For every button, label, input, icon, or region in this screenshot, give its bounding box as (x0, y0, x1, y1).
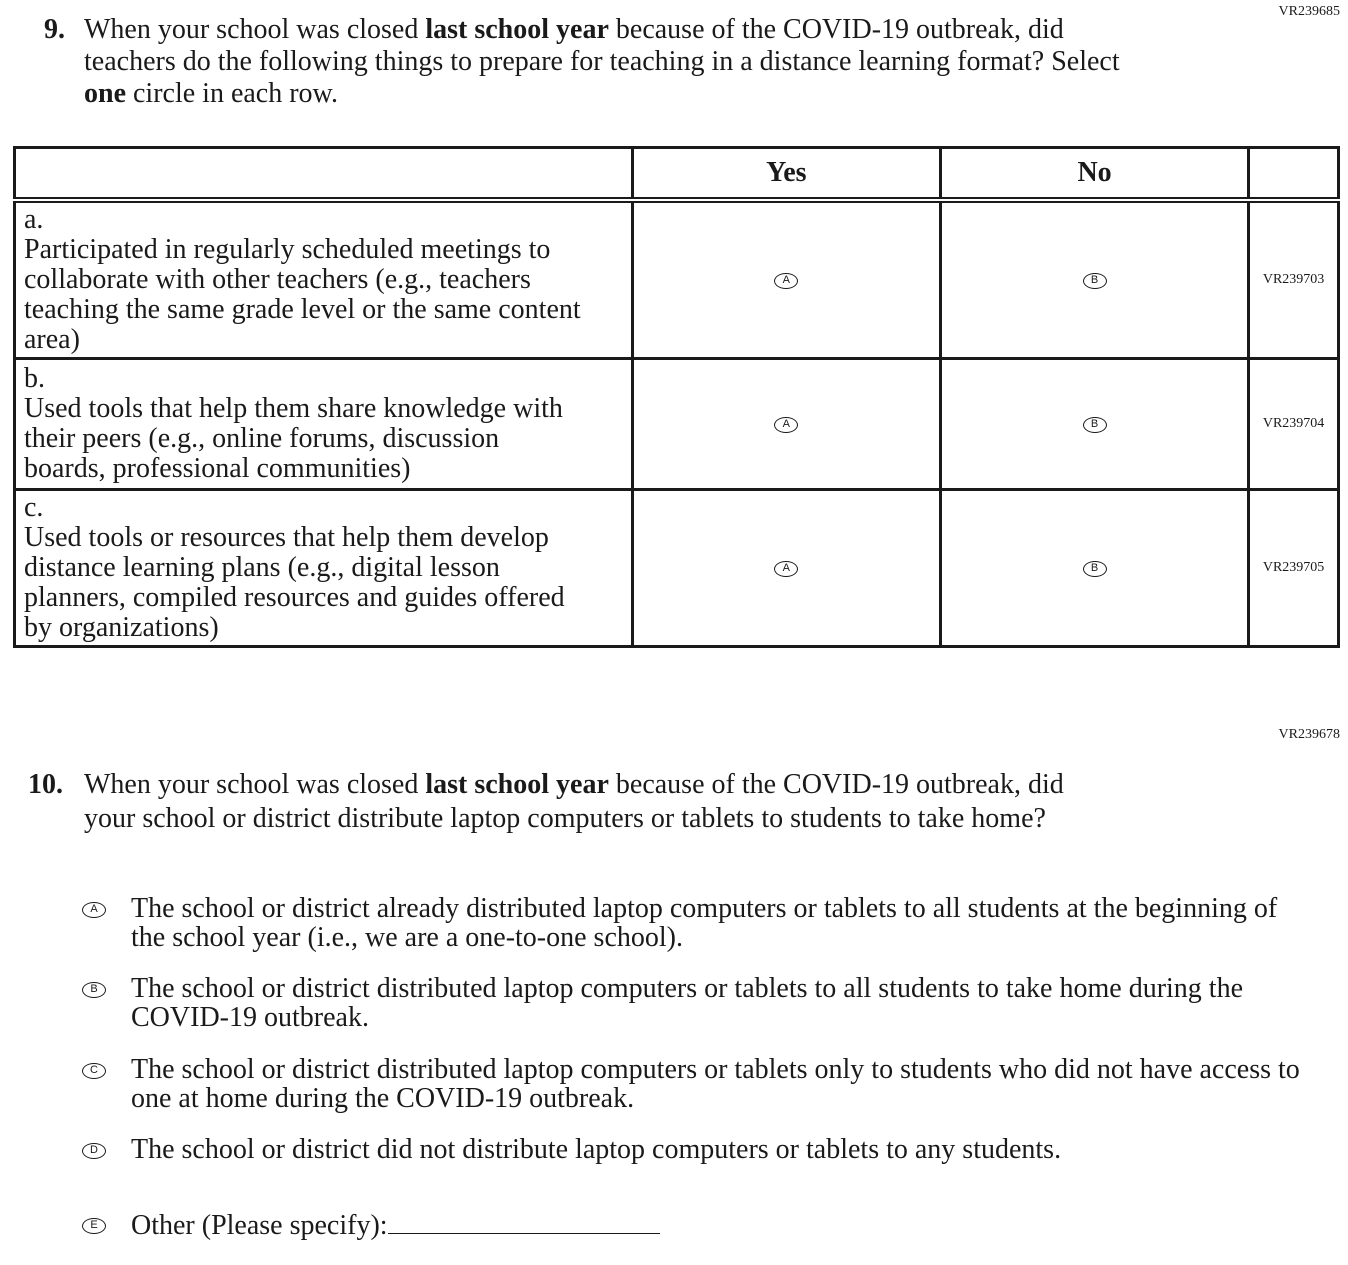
question-number: 10. (28, 769, 63, 800)
header-blank (13, 146, 634, 203)
radio-b[interactable]: B (82, 982, 106, 998)
row-text: Used tools that help them share knowledg… (24, 392, 563, 484)
question-text: When your school was closed last school … (84, 769, 1064, 834)
yes-radio[interactable]: A (774, 273, 799, 289)
header-yes: Yes (630, 146, 942, 203)
radio-a[interactable]: A (82, 902, 106, 918)
no-radio[interactable]: B (1082, 417, 1107, 433)
question-code: VR239678 (1278, 727, 1340, 742)
row-text: Used tools or resources that help them d… (24, 521, 565, 643)
row-code: VR239703 (1247, 198, 1340, 360)
header-no: No (938, 146, 1251, 203)
header-code (1247, 146, 1340, 203)
row-label: c. (24, 491, 44, 523)
no-radio[interactable]: B (1082, 561, 1107, 577)
question-text: When your school was closed last school … (84, 14, 1120, 109)
table-row: c.Used tools or resources that help them… (13, 487, 1340, 648)
row-label: a. (24, 203, 44, 235)
question-number: 9. (44, 14, 65, 45)
option-e[interactable]: E Other (Please specify): (80, 1210, 1310, 1240)
table-row: a.Participated in regularly scheduled me… (13, 198, 1340, 360)
yes-radio[interactable]: A (774, 561, 799, 577)
no-radio[interactable]: B (1082, 273, 1107, 289)
radio-e[interactable]: E (82, 1218, 106, 1234)
yes-radio[interactable]: A (774, 417, 799, 433)
option-c[interactable]: C The school or district distributed lapt… (80, 1055, 1310, 1113)
response-grid: Yes No a.Participated in regularly schedu… (13, 146, 1340, 648)
question-code: VR239685 (1278, 4, 1340, 19)
radio-d[interactable]: D (82, 1143, 106, 1159)
option-b[interactable]: B The school or district distributed lapt… (80, 974, 1310, 1032)
other-specify-input[interactable] (387, 1210, 660, 1234)
option-d[interactable]: D The school or district did not distribu… (80, 1135, 1310, 1164)
row-code: VR239705 (1247, 487, 1340, 648)
row-label: b. (24, 362, 45, 394)
option-a[interactable]: A The school or district already distribu… (80, 894, 1310, 952)
row-text: Participated in regularly scheduled meet… (24, 233, 581, 355)
row-code: VR239704 (1247, 356, 1340, 491)
radio-c[interactable]: C (82, 1063, 106, 1079)
table-row: b.Used tools that help them share knowle… (13, 356, 1340, 491)
